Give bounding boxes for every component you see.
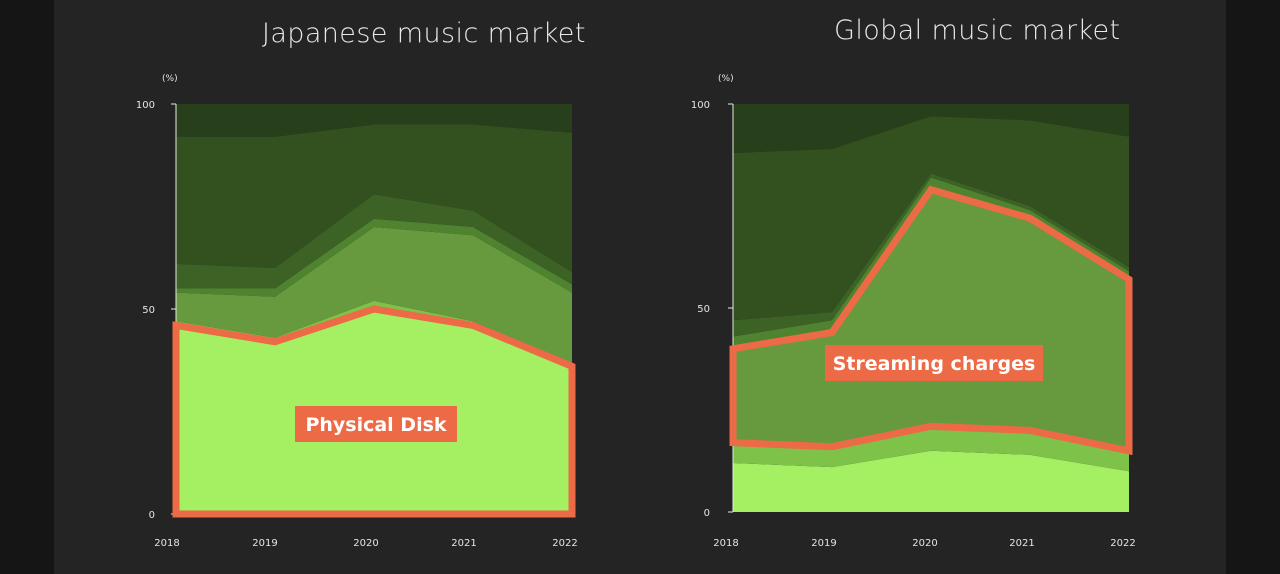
annotation-label: Streaming charges bbox=[825, 345, 1043, 381]
area-layer-6 bbox=[176, 104, 572, 137]
highlight-outline bbox=[172, 305, 576, 518]
x-tick-label: 2022 bbox=[1110, 538, 1135, 549]
y-tick-label: 0 bbox=[704, 508, 710, 519]
annotation-text: Streaming charges bbox=[833, 353, 1036, 375]
unit-label: (%) bbox=[718, 74, 734, 84]
area-layer-4 bbox=[176, 194, 572, 289]
chart-1: 0 50 100 (%) 2018 2019 2020 2021 2022 Streaming c… bbox=[691, 74, 1136, 549]
area-layer-4 bbox=[733, 173, 1129, 337]
y-tick-label: 50 bbox=[142, 305, 155, 316]
area-layer-1 bbox=[733, 426, 1129, 472]
chart-0: 0 50 100 (%) 2018 2019 2020 2021 2022 Physical Di… bbox=[136, 74, 578, 549]
chart-title-global: Global music market bbox=[834, 15, 1121, 46]
chart-title-japanese: Japanese music market bbox=[262, 18, 586, 49]
y-tick-label: 0 bbox=[149, 510, 155, 521]
area-layer-2 bbox=[733, 189, 1129, 451]
annotation-box bbox=[295, 406, 457, 442]
area-layer-5 bbox=[733, 116, 1129, 321]
area-layer-5 bbox=[176, 124, 572, 273]
highlight-outline bbox=[729, 185, 1133, 456]
unit-label: (%) bbox=[162, 74, 178, 84]
x-tick-label: 2021 bbox=[451, 538, 476, 549]
x-tick-label: 2022 bbox=[552, 538, 577, 549]
area-layer-0 bbox=[733, 450, 1129, 512]
x-tick-label: 2021 bbox=[1009, 538, 1034, 549]
y-tick-label: 100 bbox=[136, 100, 155, 111]
y-tick-label: 100 bbox=[691, 100, 710, 111]
x-tick-label: 2019 bbox=[811, 538, 836, 549]
x-tick-label: 2019 bbox=[252, 538, 277, 549]
annotation-text: Physical Disk bbox=[305, 414, 446, 436]
area-layer-3 bbox=[176, 218, 572, 297]
x-tick-label: 2020 bbox=[912, 538, 937, 549]
x-tick-label: 2020 bbox=[353, 538, 378, 549]
annotation-label: Physical Disk bbox=[295, 406, 457, 442]
area-layer-6 bbox=[733, 104, 1129, 153]
x-tick-label: 2018 bbox=[713, 538, 738, 549]
area-layer-2 bbox=[176, 227, 572, 367]
area-layer-3 bbox=[733, 177, 1129, 349]
annotation-box bbox=[825, 345, 1043, 381]
y-tick-label: 50 bbox=[697, 304, 710, 315]
x-tick-label: 2018 bbox=[154, 538, 179, 549]
